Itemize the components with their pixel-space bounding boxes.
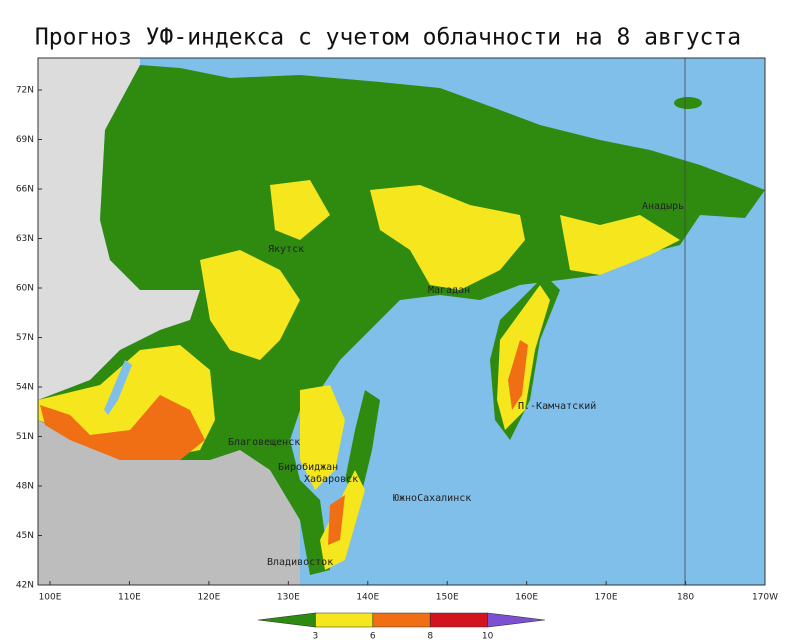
lon-label: 180	[677, 593, 694, 603]
lon-label: 120E	[197, 593, 220, 603]
city-label: Анадырь	[642, 201, 684, 212]
lon-label: 150E	[436, 593, 459, 603]
city-label: Биробиджан	[278, 461, 338, 473]
city-label: Хабаровск	[304, 473, 358, 485]
city-label: П.-Камчатский	[518, 400, 596, 412]
city-label: Якутск	[268, 244, 304, 255]
colorbar-tick-label: 3	[313, 632, 319, 642]
lat-label: 42N	[16, 581, 34, 591]
colorbar-segment	[315, 612, 374, 628]
lon-label: 140E	[356, 593, 379, 603]
yellow-zones	[38, 180, 680, 570]
city-label: Магадан	[428, 285, 470, 296]
lat-label: 48N	[16, 482, 34, 492]
colorbar-segment	[429, 612, 488, 628]
lat-label: 51N	[16, 432, 34, 442]
colorbar-segment	[372, 612, 431, 628]
lat-label: 69N	[16, 135, 34, 145]
lake-baikal	[104, 360, 132, 415]
lat-label: 66N	[16, 185, 34, 195]
colorbar-tick-label: 6	[370, 632, 376, 642]
map-frame	[37, 57, 766, 586]
lat-label: 54N	[16, 383, 34, 393]
lon-label: 170W	[752, 593, 778, 603]
city-label: ЮжноСахалинск	[393, 493, 471, 504]
lat-label: 63N	[16, 234, 34, 244]
island	[674, 97, 702, 109]
city-label: Благовещенск	[228, 437, 300, 448]
lat-label: 57N	[16, 333, 34, 343]
land-china	[38, 420, 300, 585]
land-russia	[38, 65, 765, 575]
lat-label: 60N	[16, 284, 34, 294]
city-label: Владивосток	[267, 557, 333, 568]
lon-label: 160E	[515, 593, 538, 603]
land-west	[38, 58, 200, 400]
cities: Якутск Магадан Анадырь П.-Камчатский Бла…	[228, 201, 684, 568]
colorbar-tick-label: 8	[427, 632, 433, 642]
lon-label: 110E	[118, 593, 141, 603]
map-title: Прогноз УФ-индекса с учетом облачности н…	[35, 25, 741, 51]
lat-label: 72N	[16, 86, 34, 96]
lon-label: 130E	[277, 593, 300, 603]
colorbar-segment	[257, 612, 316, 628]
colorbar-tick-label: 10	[482, 632, 494, 642]
lon-label: 170E	[595, 593, 618, 603]
colorbar-segment	[487, 612, 546, 628]
lat-label: 45N	[16, 531, 34, 541]
map-area	[37, 57, 766, 586]
orange-zones	[40, 340, 528, 545]
lon-label: 100E	[39, 593, 62, 603]
